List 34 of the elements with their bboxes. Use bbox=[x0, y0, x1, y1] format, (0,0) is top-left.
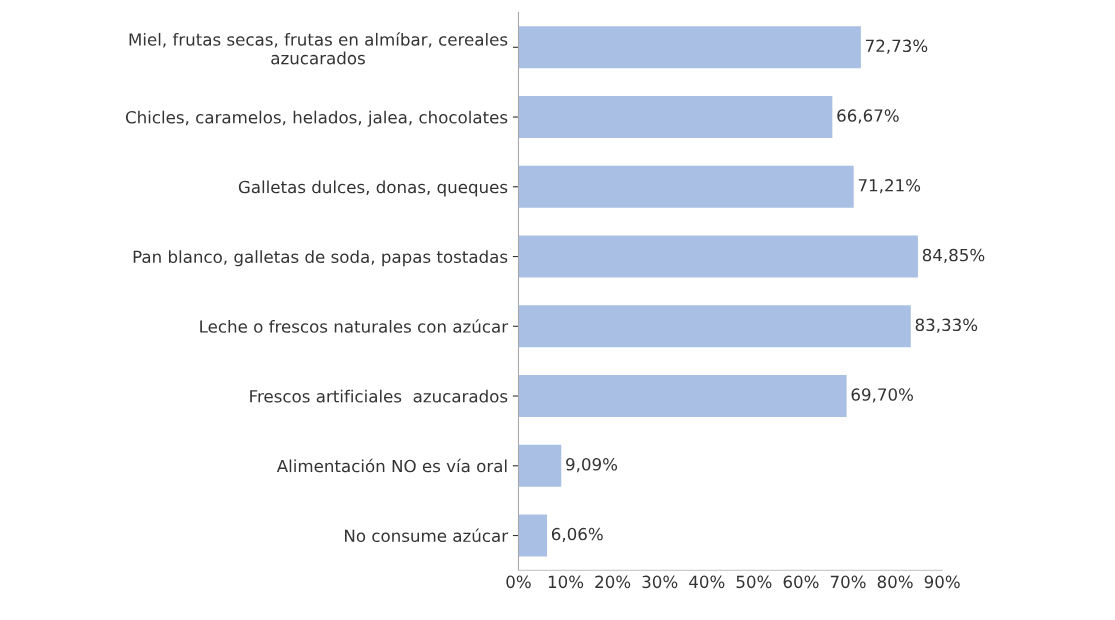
x-tick-label: 20% bbox=[595, 575, 631, 589]
y-tick-label: Frescos artificiales azucarados bbox=[250, 389, 508, 403]
bar bbox=[518, 235, 918, 278]
y-tick-label: Chicles, caramelos, helados, jalea, chocolates bbox=[125, 110, 508, 127]
y-tick-label: Alimentación NO es vía oral bbox=[276, 458, 507, 473]
x-tick-label: 40% bbox=[689, 575, 725, 589]
data-label: 69,70% bbox=[851, 388, 913, 403]
x-tick-label: 10% bbox=[548, 575, 584, 589]
x-tick-label: 50% bbox=[736, 575, 772, 589]
bar bbox=[518, 165, 854, 208]
y-tick-label: Galletas dulces, donas, queques bbox=[238, 180, 508, 197]
x-tick-label: 30% bbox=[642, 575, 678, 589]
bar bbox=[518, 305, 911, 348]
y-tick-label: No consume azúcar bbox=[345, 528, 509, 543]
bar bbox=[518, 96, 833, 138]
bar bbox=[518, 444, 562, 487]
data-label: 72,73% bbox=[866, 39, 928, 54]
y-tick-label: Miel, frutas secas, frutas en almíbar, cereales azucarados bbox=[129, 32, 508, 65]
x-tick-label: 80% bbox=[877, 575, 913, 589]
data-label: 84,85% bbox=[922, 248, 985, 264]
x-tick-label: 60% bbox=[783, 575, 819, 589]
bar bbox=[518, 514, 547, 557]
data-label: 71,21% bbox=[858, 179, 921, 194]
data-label: 9,09% bbox=[566, 458, 618, 473]
data-label: 83,33% bbox=[915, 318, 978, 333]
y-tick-label: Leche o frescos naturales con azúcar bbox=[200, 319, 509, 333]
x-tick-label: 90% bbox=[924, 575, 960, 589]
x-tick-label: 0% bbox=[506, 575, 531, 589]
bar bbox=[518, 375, 847, 417]
bar bbox=[518, 26, 861, 69]
data-label: 6,06% bbox=[551, 527, 603, 543]
x-tick-label: 70% bbox=[830, 575, 866, 589]
y-tick-label: Pan blanco, galletas de soda, papas tostadas bbox=[133, 250, 508, 267]
data-label: 66,67% bbox=[837, 109, 899, 124]
